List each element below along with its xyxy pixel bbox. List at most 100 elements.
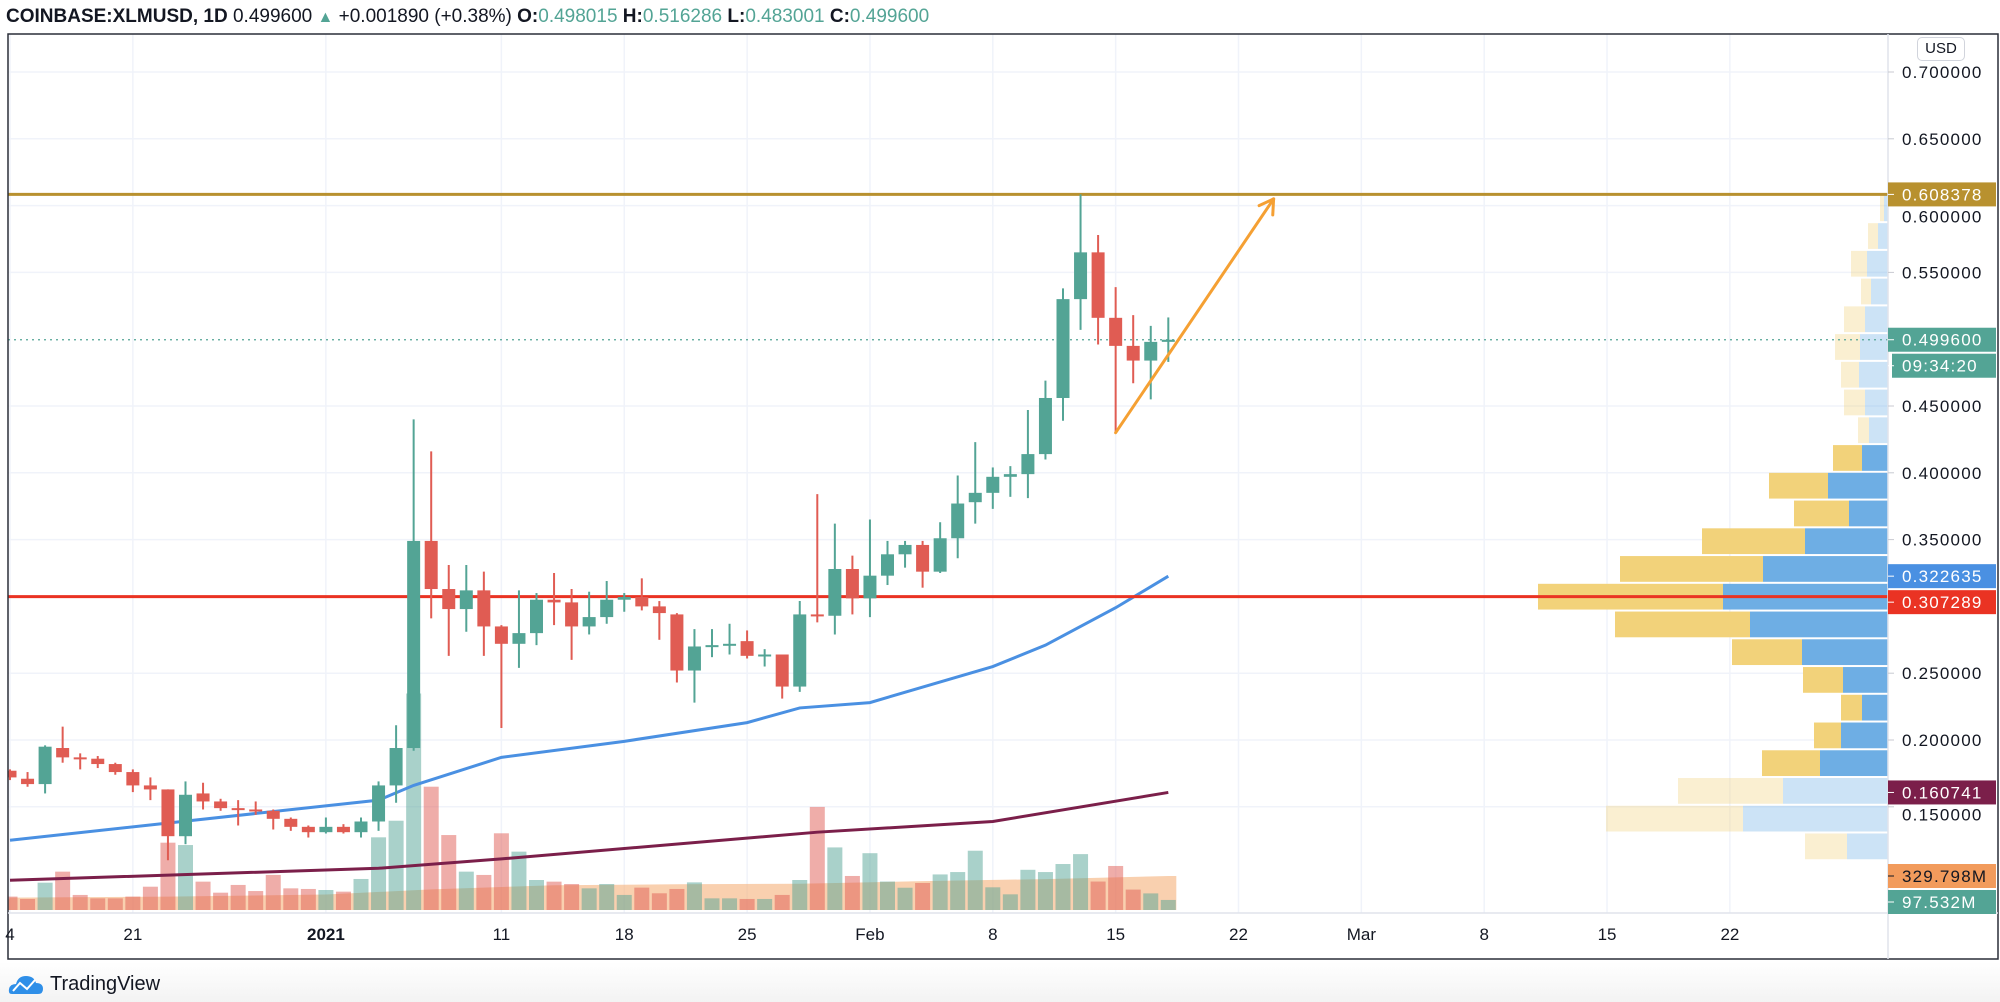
volume-profile-up-bar — [1867, 250, 1888, 277]
candle-body — [705, 645, 719, 648]
price-tick-label: 0.700000 — [1902, 63, 1983, 82]
time-tick-label: 22 — [1720, 925, 1739, 944]
candle — [161, 789, 175, 861]
candle — [1126, 315, 1140, 384]
candle-body — [530, 599, 543, 634]
triangle-up-icon: ▲ — [317, 9, 334, 26]
volume-bar — [862, 853, 878, 910]
candle-body — [494, 626, 508, 644]
currency-button[interactable]: USD — [1917, 37, 1965, 61]
candle — [547, 573, 561, 626]
volume-bar — [1108, 865, 1124, 910]
close-label: C: — [829, 6, 850, 27]
high-label: H: — [622, 6, 643, 27]
volume-bar — [564, 884, 580, 910]
candle — [670, 613, 684, 683]
candle-body — [407, 540, 421, 749]
ma-slow-line — [9, 790, 1169, 882]
volume-profile-up-bar — [1860, 334, 1888, 360]
candle — [635, 578, 649, 611]
volume-profile-up-bar — [1871, 278, 1888, 305]
volume-bar — [897, 887, 913, 910]
volume-bar — [476, 874, 492, 910]
candle — [512, 590, 526, 668]
candle-body — [336, 826, 350, 833]
volume-profile-up-bar — [1750, 611, 1888, 638]
candle-body — [898, 544, 912, 555]
volume-bar — [90, 898, 106, 910]
candle-body — [1003, 474, 1017, 477]
price-tick-label: 0.550000 — [1902, 263, 1983, 282]
price-axis-label-bg — [1888, 327, 1996, 352]
volume-bar — [529, 880, 544, 910]
candle-body — [372, 785, 386, 822]
volume-profile-up-bar — [1843, 667, 1888, 693]
volume-bar — [37, 882, 53, 910]
candle-body — [214, 801, 228, 809]
volume-bar — [230, 884, 246, 910]
volume-bar — [458, 871, 474, 910]
candle — [845, 555, 859, 615]
candle — [108, 762, 122, 775]
volume-profile-down-bar — [1868, 223, 1878, 249]
volume-bar — [1090, 881, 1106, 910]
candle — [91, 756, 105, 769]
candle-body — [1161, 339, 1175, 342]
volume-profile-up-bar — [1865, 306, 1888, 333]
candle — [196, 782, 210, 810]
candle-body — [389, 748, 403, 786]
volume-bar — [1160, 899, 1176, 910]
candle — [477, 571, 491, 656]
volume-bar — [827, 847, 843, 910]
volume-bar — [195, 881, 211, 910]
candle — [705, 629, 719, 658]
candle — [565, 589, 579, 660]
candle — [389, 725, 403, 803]
candle-body — [143, 785, 157, 790]
candle — [494, 625, 508, 728]
price-tick-label: 0.600000 — [1902, 207, 1983, 226]
candle — [143, 777, 157, 801]
chart-frame — [7, 33, 1999, 960]
candle-body — [810, 614, 824, 617]
candle — [56, 726, 70, 763]
ma-fast-line — [9, 574, 1170, 842]
time-tick-label: 2021 — [307, 925, 345, 944]
volume-bar — [283, 888, 299, 910]
price-axis-label-text: 0.322635 — [1902, 567, 1983, 586]
candle-body — [301, 826, 315, 833]
candle — [881, 540, 894, 586]
candle-body — [670, 614, 684, 671]
time-tick-label: 11 — [493, 925, 511, 944]
price-axis-label: 0.608378 — [1888, 182, 1996, 207]
trend-arrow-line — [1114, 197, 1276, 435]
volume-bar — [792, 880, 808, 910]
candle-body — [723, 643, 737, 646]
candle — [1144, 325, 1158, 400]
tradingview-logo[interactable]: TradingView — [8, 972, 160, 996]
candle — [600, 581, 614, 624]
volume-profile-down-bar — [1851, 250, 1867, 277]
price-axis-label-bg — [1888, 590, 1996, 615]
candle — [968, 442, 982, 524]
volume-profile-down-bar — [1794, 500, 1849, 527]
time-tick-label: 22 — [1229, 925, 1248, 944]
volume-axis-label: 97.532M — [1888, 890, 1996, 915]
volume-bar — [546, 881, 562, 910]
volume-bar — [757, 898, 773, 910]
candle — [775, 654, 789, 699]
candle-body — [1144, 341, 1158, 361]
candle — [828, 523, 842, 635]
candle — [407, 419, 421, 751]
volume-bar — [318, 890, 334, 910]
symbol-title[interactable]: COINBASE:XLMUSD, 1D — [6, 6, 228, 27]
candle-body — [740, 641, 754, 656]
volume-axis-label-text: 329.798M — [1902, 867, 1987, 886]
volume-bar — [932, 874, 948, 910]
volume-profile-down-bar — [1620, 556, 1763, 582]
candle — [301, 825, 315, 838]
volume-profile-up-bar — [1828, 472, 1888, 499]
time-tick-label: 18 — [615, 925, 634, 944]
candle-body — [687, 646, 701, 671]
